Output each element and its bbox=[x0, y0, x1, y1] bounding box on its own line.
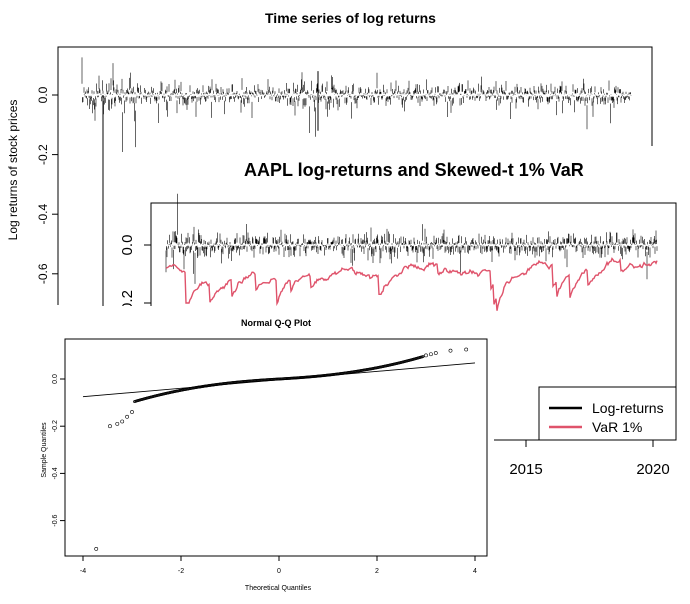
qq-ytick-label: -0.2 bbox=[52, 420, 59, 432]
qq-point bbox=[94, 547, 99, 551]
qq-xtick-label: 4 bbox=[473, 568, 477, 575]
qq-point bbox=[115, 421, 120, 426]
qq-ytick-label: -0.4 bbox=[52, 467, 59, 479]
var-legend-label: Log-returns bbox=[592, 400, 664, 416]
qq-point bbox=[120, 419, 125, 424]
qq-xtick-label: -2 bbox=[178, 568, 184, 575]
qq-axes-box bbox=[64, 338, 488, 557]
qq-points-band bbox=[132, 355, 425, 403]
qq-point bbox=[130, 410, 134, 414]
var-returns-line bbox=[165, 193, 658, 284]
var-legend-label: VaR 1% bbox=[592, 419, 642, 435]
ts-ytick-label: -0.6 bbox=[36, 263, 50, 284]
qq-title: Normal Q-Q Plot bbox=[241, 318, 312, 328]
qq-xtick-label: 0 bbox=[277, 568, 281, 575]
qq-point bbox=[125, 414, 130, 419]
var-ytick-label: 0.0 bbox=[119, 235, 136, 256]
var-legend-box bbox=[538, 386, 677, 441]
qq-xtick-label: -4 bbox=[80, 568, 86, 575]
var-xtick-label: 2020 bbox=[636, 461, 669, 478]
qq-point bbox=[433, 351, 438, 355]
ts-ylabel: Log returns of stock prices bbox=[6, 100, 20, 241]
qq-xlabel: Theoretical Quantiles bbox=[245, 585, 312, 592]
qq-ylabel: Sample Quantiles bbox=[41, 422, 48, 478]
qq-point bbox=[108, 424, 112, 429]
qq-ytick-label: 0.0 bbox=[52, 374, 59, 384]
var-title: AAPL log-returns and Skewed-t 1% VaR bbox=[244, 160, 584, 180]
ts-ytick-label: -0.4 bbox=[36, 204, 50, 225]
var-xtick-label: 2015 bbox=[509, 461, 542, 478]
ts-ytick-label: -0.2 bbox=[36, 144, 50, 165]
ts-ytick-label: 0.0 bbox=[36, 86, 50, 103]
qq-point bbox=[464, 347, 469, 352]
ts-title: Time series of log returns bbox=[265, 10, 436, 26]
ts-axes-box bbox=[57, 46, 653, 305]
qq-point bbox=[424, 353, 428, 358]
var-var-line bbox=[165, 257, 658, 311]
qq-panel bbox=[0, 306, 494, 604]
qq-xtick-label: 2 bbox=[375, 568, 379, 575]
ts-series-line bbox=[81, 57, 632, 153]
qq-ytick-label: -0.6 bbox=[52, 514, 59, 526]
qq-point bbox=[428, 352, 433, 357]
qq-point bbox=[448, 348, 453, 353]
